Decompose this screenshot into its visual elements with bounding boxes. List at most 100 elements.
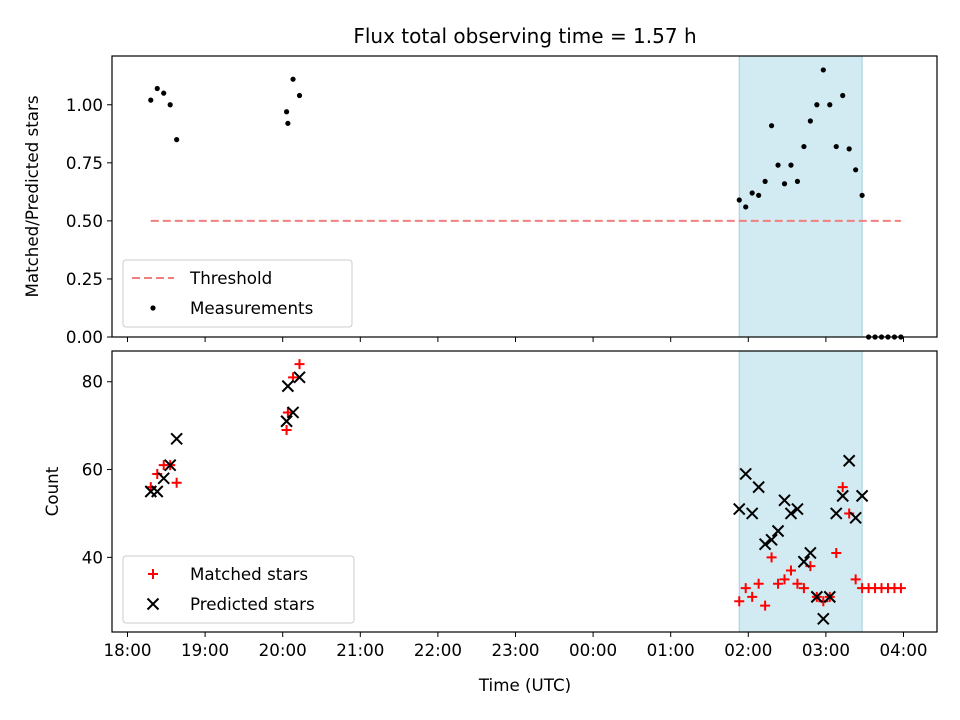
- data-point: [781, 181, 788, 187]
- x-tick-label: 01:00: [647, 640, 695, 660]
- data-point: [752, 480, 765, 494]
- data-point: [807, 118, 813, 124]
- data-point: [778, 494, 791, 507]
- data-point: [766, 552, 777, 563]
- data-point: [152, 468, 163, 479]
- data-point: [174, 137, 180, 143]
- data-point: [151, 485, 164, 498]
- data-point: [157, 472, 170, 485]
- legend: Threshold Measurements: [122, 259, 353, 328]
- y-axis-label: Count: [42, 466, 62, 516]
- data-point: [293, 371, 306, 384]
- chart-title: Flux total observing time = 1.57 h: [353, 24, 696, 48]
- data-point: [798, 583, 809, 594]
- data-point: [846, 146, 852, 152]
- data-point: [792, 578, 803, 589]
- data-point: [794, 178, 801, 185]
- data-point: [734, 596, 745, 607]
- data-point: [797, 555, 811, 568]
- x-tick-label: 22:00: [414, 640, 462, 660]
- data-point: [171, 477, 182, 488]
- data-point: [747, 591, 758, 602]
- data-point: [768, 123, 775, 129]
- data-point: [758, 537, 772, 551]
- data-point: [859, 192, 865, 198]
- data-point: [280, 415, 293, 428]
- data-point: [842, 454, 856, 467]
- data-point: [743, 204, 749, 210]
- data-point: [810, 590, 824, 604]
- data-point: [791, 502, 804, 516]
- shaded-time-span: [738, 350, 863, 633]
- legend-box: [122, 259, 353, 328]
- data-point: [148, 97, 154, 103]
- data-point: [161, 90, 167, 96]
- data-point: [163, 458, 177, 472]
- data-point: [170, 432, 183, 446]
- data-point: [167, 102, 173, 108]
- data-point: [775, 162, 781, 168]
- x-tick-label: 21:00: [336, 640, 384, 660]
- data-point: [788, 162, 794, 168]
- data-point: [281, 425, 292, 436]
- bottom-panel-counts: 18:00 19:00 20:00 21:00 22:00 23:00 00:00 01:00…: [42, 350, 938, 660]
- data-point: [833, 143, 839, 150]
- y-axis-label: Matched/Predicted stars: [22, 95, 42, 297]
- data-point: [745, 507, 759, 520]
- data-point: [296, 92, 303, 99]
- data-point: [282, 407, 293, 418]
- data-point: [290, 76, 296, 82]
- data-point: [836, 489, 849, 503]
- y-tick-label: 0.25: [66, 269, 103, 289]
- data-point: [753, 578, 764, 589]
- top-panel-ratio: 0.00 0.25 0.50 0.75 1.00 Matched/Predicted st…: [22, 55, 938, 347]
- data-point: [762, 178, 768, 185]
- y-tick-label: 0.75: [66, 153, 103, 173]
- data-point: [294, 359, 305, 370]
- data-point: [817, 612, 830, 626]
- legend: Matched stars Predicted stars: [122, 555, 355, 624]
- data-point: [739, 467, 752, 481]
- x-tick-label: 20:00: [259, 640, 307, 660]
- legend-label: Threshold: [189, 268, 272, 288]
- legend-marker: [146, 597, 160, 611]
- data-point: [837, 482, 848, 493]
- y-tick-label: 60: [82, 460, 103, 480]
- data-point: [820, 67, 826, 73]
- x-tick-label: 02:00: [724, 640, 772, 660]
- data-point: [801, 143, 807, 150]
- data-point: [830, 507, 843, 520]
- data-point: [827, 102, 833, 108]
- data-point: [285, 120, 291, 126]
- legend-label: Predicted stars: [190, 594, 315, 614]
- y-tick-label: 40: [82, 547, 103, 567]
- data-point: [740, 583, 751, 594]
- series-predicted-stars: [144, 371, 869, 626]
- y-tick-label: 0.50: [66, 211, 103, 231]
- legend-marker: [148, 569, 158, 579]
- x-tick-label: 23:00: [491, 640, 539, 660]
- y-tick-label: 80: [82, 372, 103, 392]
- data-point: [855, 489, 869, 503]
- legend-marker: [150, 305, 156, 311]
- data-point: [283, 109, 290, 115]
- data-point: [736, 197, 742, 203]
- x-tick-label: 18:00: [103, 640, 151, 660]
- plot-frame: [111, 350, 938, 633]
- data-point: [779, 574, 790, 585]
- x-tick-label: 00:00: [569, 640, 617, 660]
- data-point: [814, 102, 820, 108]
- data-point: [785, 565, 796, 576]
- legend-label: Measurements: [190, 298, 313, 318]
- data-point: [804, 546, 817, 560]
- data-point: [823, 590, 836, 604]
- data-point: [784, 507, 798, 520]
- data-point: [286, 406, 300, 419]
- data-point: [849, 511, 862, 525]
- series-matched-stars: [145, 359, 906, 611]
- data-point: [895, 583, 906, 594]
- data-point: [853, 167, 859, 173]
- data-point: [831, 547, 842, 558]
- data-point: [773, 578, 784, 589]
